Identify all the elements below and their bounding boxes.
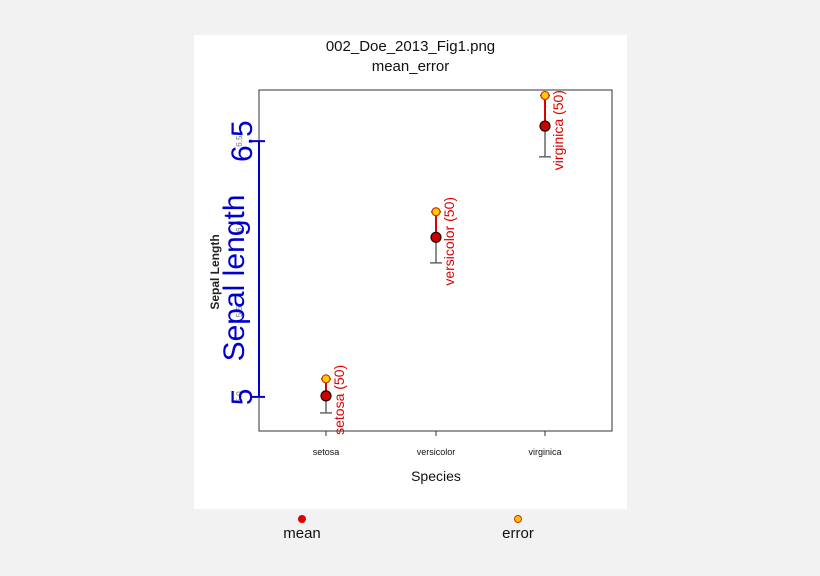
mean-point [320, 390, 332, 402]
point-label: virginica (50) [550, 90, 566, 170]
point-label: setosa (50) [331, 365, 347, 435]
chart-subtitle: mean_error [371, 58, 450, 75]
x-axis-label: Species [411, 468, 461, 484]
plot-area: setosa versicolor virginica Species Sepal Le… [208, 89, 613, 484]
error-point [321, 374, 331, 384]
y-tick-label: 5.5 [235, 306, 244, 318]
error-point [431, 207, 441, 217]
point-label: versicolor (50) [441, 197, 457, 286]
mean-point [539, 120, 551, 132]
legend-error-marker [514, 515, 522, 523]
legend-entry-error: error [473, 510, 563, 542]
y-tick-label: 5.0 [235, 391, 244, 403]
legend-mean-marker [298, 515, 306, 523]
legend: mean error [0, 510, 820, 550]
figure-panel: 002_Doe_2013_Fig1.png mean_error setosa v… [194, 35, 627, 509]
mean-point [430, 231, 442, 243]
legend-entry-mean: mean [257, 510, 347, 542]
overlay-tick-label: 5 [226, 389, 259, 406]
y-tick-label: 6.5 [235, 135, 244, 147]
overlay-tick-label: 6.5 [226, 120, 259, 162]
y-tick-label: 6.0 [235, 220, 244, 232]
chart-title: 002_Doe_2013_Fig1.png [325, 38, 496, 55]
y-axis-label: Sepal Length [208, 234, 222, 309]
x-tick-label: versicolor [417, 447, 456, 457]
x-tick-label: virginica [528, 447, 561, 457]
legend-error-label: error [502, 525, 534, 542]
overlay-y-axis-label: Sepal length [218, 195, 251, 362]
legend-mean-label: mean [283, 525, 321, 542]
x-tick-label: setosa [313, 447, 340, 457]
error-point [540, 90, 550, 101]
